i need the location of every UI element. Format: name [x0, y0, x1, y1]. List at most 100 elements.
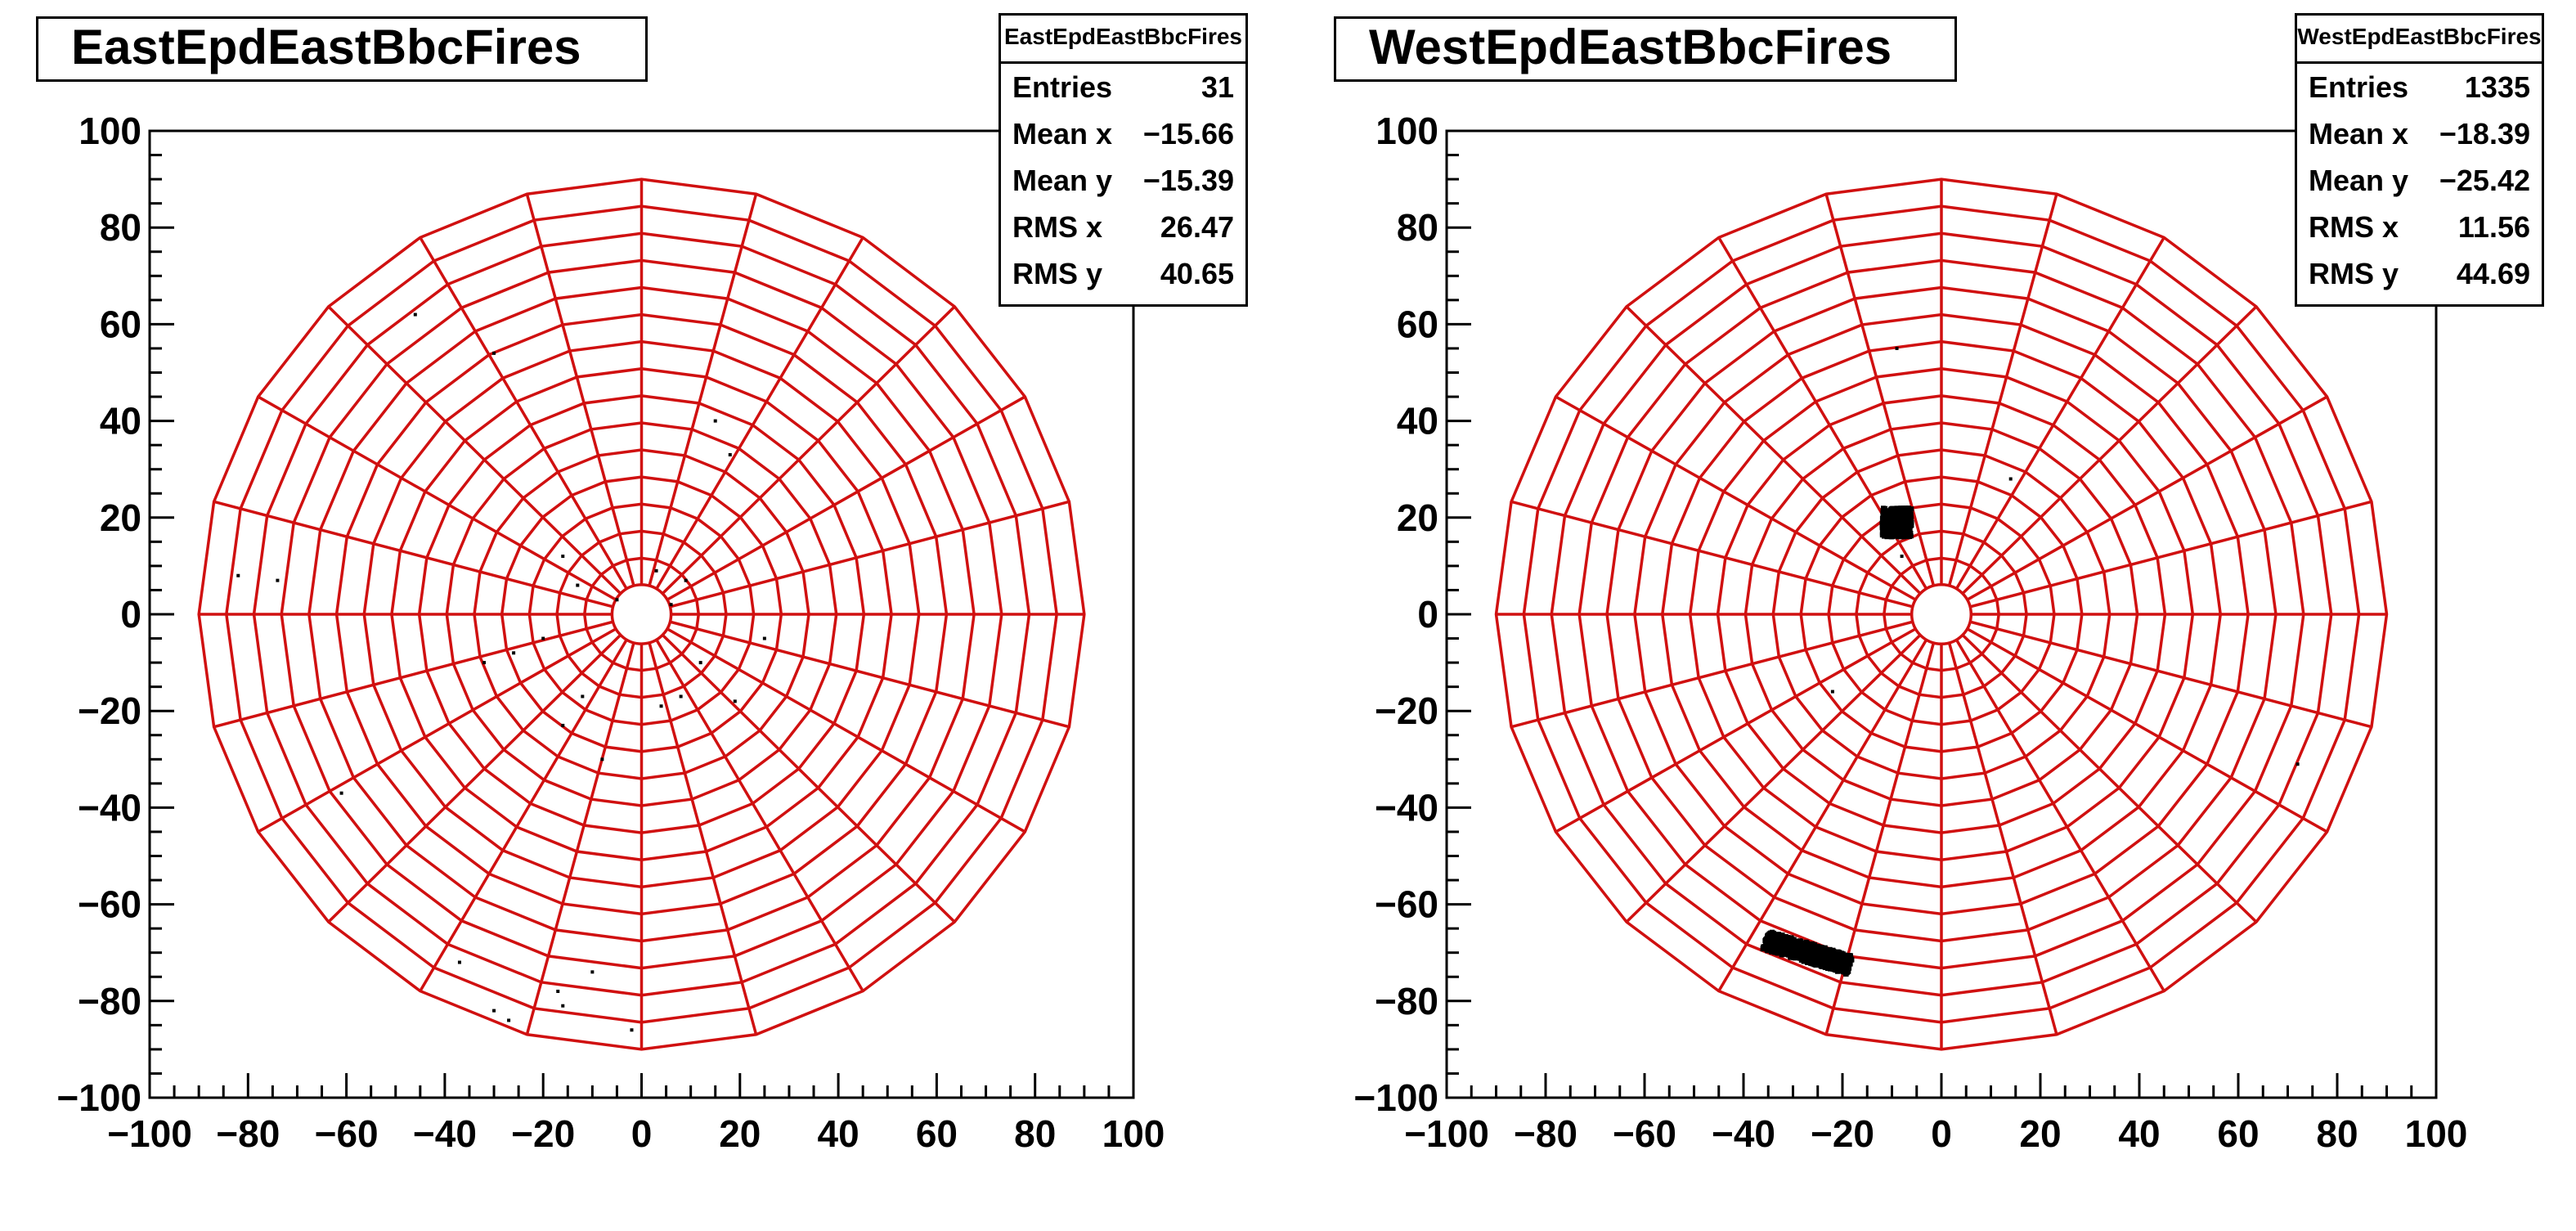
data-point: [1815, 945, 1821, 950]
y-tick-label: −20: [78, 690, 141, 732]
detector-spoke: [669, 620, 1070, 729]
stats-label: Entries: [1012, 70, 1113, 104]
data-point: [1905, 528, 1910, 534]
data-point: [1763, 941, 1769, 947]
data-point: [1899, 515, 1905, 521]
data-point: [1784, 937, 1790, 942]
data-point: [1786, 949, 1792, 955]
data-point: [1896, 526, 1901, 532]
data-point: [1788, 955, 1794, 960]
detector-spoke: [327, 633, 622, 923]
stats-label: Entries: [2309, 70, 2409, 104]
data-point: [1833, 951, 1839, 957]
data-point: [684, 578, 688, 582]
hit-cluster: [1879, 505, 1914, 540]
x-tick-label: 80: [1014, 1112, 1056, 1155]
data-point: [1779, 946, 1785, 952]
stats-row-mean-y: Mean y −25.42: [2297, 157, 2542, 204]
data-point: [1825, 964, 1831, 969]
hit-cluster: [1760, 929, 1855, 977]
x-tick-label: 0: [631, 1112, 653, 1155]
detector-spoke: [1555, 395, 1917, 601]
y-tick-label: 0: [1417, 593, 1438, 636]
data-point: [1899, 508, 1905, 514]
data-point: [2008, 477, 2013, 481]
data-point: [1890, 522, 1896, 528]
data-point: [1905, 513, 1911, 519]
data-points: [1760, 346, 2300, 977]
y-tick-label: 100: [1376, 110, 1438, 152]
data-point: [1882, 518, 1887, 523]
data-point: [1821, 955, 1827, 961]
data-point: [1823, 962, 1829, 968]
stats-box-east: EastEpdEastBbcFires Entries 31 Mean x −15.…: [999, 13, 1248, 307]
data-point: [1821, 959, 1827, 964]
data-point: [1773, 943, 1779, 949]
y-tick-label: −80: [1375, 980, 1438, 1022]
y-tick-label: 80: [100, 206, 141, 249]
data-point: [1847, 957, 1853, 963]
data-point: [1764, 937, 1770, 943]
data-point: [236, 573, 240, 577]
data-point: [1802, 949, 1807, 955]
y-tick-label: 20: [100, 496, 141, 539]
data-point: [728, 452, 732, 456]
y-tick-label: 20: [1397, 496, 1438, 539]
data-point: [1835, 958, 1841, 964]
stats-value: 31: [1200, 70, 1234, 104]
data-point: [1891, 515, 1896, 521]
data-point: [1822, 951, 1828, 957]
stats-value: 40.65: [1160, 257, 1234, 290]
stats-row-mean-x: Mean x −15.66: [1001, 110, 1245, 157]
data-point: [654, 568, 658, 573]
data-point: [1775, 944, 1781, 950]
detector-spoke: [666, 395, 1026, 601]
data-point: [561, 1004, 565, 1008]
data-point: [1908, 513, 1914, 519]
data-point: [615, 598, 619, 602]
data-point: [1901, 530, 1906, 536]
data-point: [1896, 513, 1901, 519]
data-point: [1844, 959, 1850, 964]
data-point: [1828, 960, 1833, 966]
detector-spoke: [419, 638, 628, 992]
detector-spoke: [1969, 620, 2372, 729]
detector-spoke: [661, 305, 956, 595]
stats-label: RMS y: [1012, 257, 1103, 290]
stats-value: 26.47: [1160, 210, 1234, 244]
data-point: [1895, 346, 1899, 350]
detector-spoke: [648, 193, 758, 587]
x-tick-label: −60: [315, 1112, 379, 1155]
data-point: [1771, 948, 1777, 954]
data-point: [679, 694, 683, 699]
y-tick-label: −40: [78, 786, 141, 829]
data-point: [457, 960, 461, 964]
stats-row-rms-x: RMS x 11.56: [2297, 204, 2542, 250]
data-point: [1830, 953, 1836, 959]
data-point: [1847, 954, 1852, 959]
data-point: [1786, 939, 1792, 945]
data-point: [561, 555, 565, 559]
detector-spoke: [213, 500, 614, 609]
stats-row-entries: Entries 31: [1001, 64, 1245, 110]
detector-spoke: [1555, 627, 1917, 833]
data-point: [1905, 519, 1910, 525]
data-point: [1840, 951, 1846, 957]
detector-spoke: [327, 305, 622, 595]
data-point: [1782, 936, 1788, 941]
data-point: [1819, 951, 1824, 957]
detector-spoke: [1966, 627, 2328, 833]
data-point: [1766, 946, 1772, 951]
data-point: [1879, 520, 1885, 526]
detector-spoke: [1510, 620, 1914, 729]
chart-east: −100 −80 −60 −40 −20 0 20 40 60 80 100 −100 −80 −60 −4…: [56, 110, 1165, 1155]
detector-spoke: [648, 641, 758, 1036]
data-point: [1841, 967, 1847, 973]
x-tick-label: 60: [916, 1112, 958, 1155]
data-point: [1905, 534, 1911, 540]
stats-value: −15.39: [1142, 164, 1234, 197]
y-tick-label: 40: [1397, 400, 1438, 443]
x-tick-label: −40: [1712, 1112, 1775, 1155]
detector-spoke: [1966, 395, 2328, 601]
data-point: [1814, 962, 1820, 968]
